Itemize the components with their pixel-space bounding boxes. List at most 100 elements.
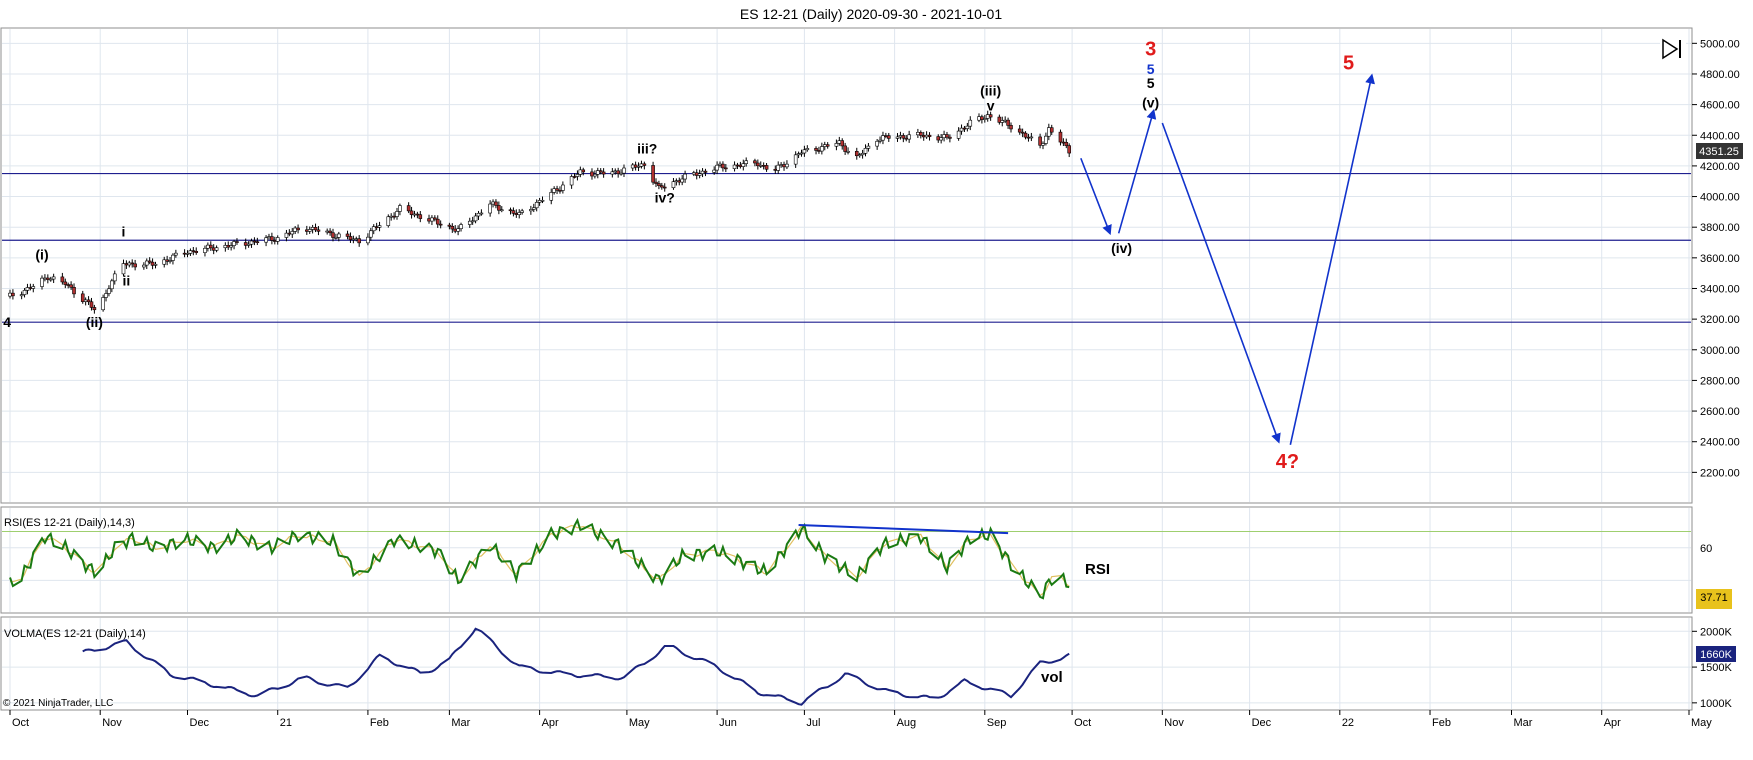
candle-body bbox=[1006, 119, 1010, 126]
rsi-panel[interactable] bbox=[0, 506, 1693, 614]
candle-body bbox=[657, 183, 661, 186]
x-tick-label: Apr bbox=[542, 717, 559, 729]
wave-label: 3 bbox=[1145, 39, 1156, 61]
rsi-line bbox=[9, 517, 1070, 600]
candle-body bbox=[182, 252, 187, 255]
candle-body bbox=[948, 136, 952, 139]
candle-body bbox=[499, 209, 504, 212]
candle-body bbox=[843, 145, 847, 152]
candle-body bbox=[610, 171, 615, 175]
wave-label: (i) bbox=[35, 246, 48, 262]
candle-body bbox=[534, 202, 539, 209]
x-tick-label: May bbox=[629, 717, 650, 729]
candle-body bbox=[692, 172, 696, 175]
candle-body bbox=[28, 287, 33, 289]
candle-body bbox=[581, 169, 586, 173]
candle-body bbox=[654, 181, 658, 184]
candle-body bbox=[110, 280, 114, 290]
candle-body bbox=[377, 225, 382, 228]
candle-body bbox=[1026, 136, 1031, 139]
candle-body bbox=[1009, 125, 1013, 130]
x-tick-label: Feb bbox=[1432, 717, 1451, 729]
last-price-marker: 4351.25 bbox=[1696, 143, 1743, 159]
candle-body bbox=[121, 263, 126, 275]
wave-label: ii bbox=[123, 272, 131, 288]
candle-body bbox=[758, 165, 763, 167]
candle-body bbox=[616, 170, 620, 175]
candle-body bbox=[104, 293, 108, 298]
candle-body bbox=[316, 229, 321, 232]
candle-body bbox=[732, 164, 737, 169]
candle-body bbox=[593, 173, 597, 177]
candle-body bbox=[578, 169, 583, 175]
candle-body bbox=[712, 169, 716, 173]
candle-body bbox=[11, 292, 15, 297]
price-y-tick-label: 4600.00 bbox=[1700, 100, 1740, 112]
candle-body bbox=[386, 216, 391, 226]
candle-body bbox=[1029, 136, 1034, 139]
candle-body bbox=[1064, 142, 1069, 146]
candle-body bbox=[764, 165, 769, 170]
candle-body bbox=[272, 240, 277, 242]
candle-body bbox=[569, 176, 574, 186]
candle-body bbox=[1003, 119, 1007, 122]
candle-body bbox=[756, 162, 760, 167]
candle-body bbox=[142, 264, 146, 268]
candle-body bbox=[721, 163, 725, 169]
candle-body bbox=[630, 164, 635, 169]
candle-body bbox=[662, 186, 667, 189]
candle-body bbox=[531, 207, 536, 210]
candle-body bbox=[389, 215, 393, 218]
candle-body bbox=[956, 130, 961, 139]
candle-body bbox=[83, 299, 88, 302]
volma-line bbox=[82, 627, 1070, 706]
candle-body bbox=[60, 276, 65, 283]
candle-body bbox=[43, 277, 47, 280]
candle-body bbox=[185, 253, 190, 255]
candle-body bbox=[267, 236, 271, 239]
candle-body bbox=[447, 224, 452, 227]
candle-body bbox=[188, 250, 193, 254]
candle-body bbox=[537, 200, 542, 203]
candle-body bbox=[1020, 131, 1025, 134]
candle-body bbox=[208, 244, 213, 249]
candle-body bbox=[348, 236, 353, 240]
price-y-tick-label: 2200.00 bbox=[1700, 467, 1740, 479]
candle-body bbox=[916, 132, 920, 136]
candle-body bbox=[639, 163, 644, 167]
candle-body bbox=[147, 260, 152, 263]
candle-body bbox=[744, 160, 748, 164]
candle-body bbox=[918, 132, 923, 136]
volma-annotation: vol bbox=[1041, 669, 1063, 686]
candle-body bbox=[782, 164, 786, 168]
wave-label: 5 bbox=[1343, 52, 1354, 74]
candle-body bbox=[1041, 143, 1045, 146]
candle-body bbox=[895, 136, 900, 139]
candle-body bbox=[921, 135, 926, 138]
candle-body bbox=[1038, 136, 1042, 146]
candle-body bbox=[310, 227, 315, 230]
candle-body bbox=[494, 201, 498, 206]
candle-body bbox=[112, 273, 117, 282]
candle-body bbox=[1049, 127, 1054, 133]
price-panel[interactable] bbox=[0, 27, 1693, 504]
x-tick-label: Apr bbox=[1604, 717, 1621, 729]
play-pause-icon[interactable] bbox=[1660, 36, 1686, 60]
candle-body bbox=[694, 172, 699, 176]
candle-body bbox=[863, 148, 868, 154]
candle-body bbox=[51, 276, 56, 280]
candle-body bbox=[517, 212, 522, 215]
candle-body bbox=[683, 173, 687, 180]
candle-body bbox=[776, 164, 781, 171]
candle-body bbox=[369, 230, 373, 238]
candle-body bbox=[878, 139, 882, 142]
price-y-tick-label: 4400.00 bbox=[1700, 130, 1740, 142]
wave-label: iv? bbox=[655, 190, 675, 206]
candle-body bbox=[398, 205, 402, 212]
volma-y-tick-label: 1000K bbox=[1700, 698, 1732, 710]
volma-panel[interactable] bbox=[0, 616, 1693, 711]
candle-body bbox=[802, 149, 807, 154]
rsi-last-value-marker: 37.71 bbox=[1696, 589, 1732, 609]
candle-body bbox=[371, 226, 376, 232]
